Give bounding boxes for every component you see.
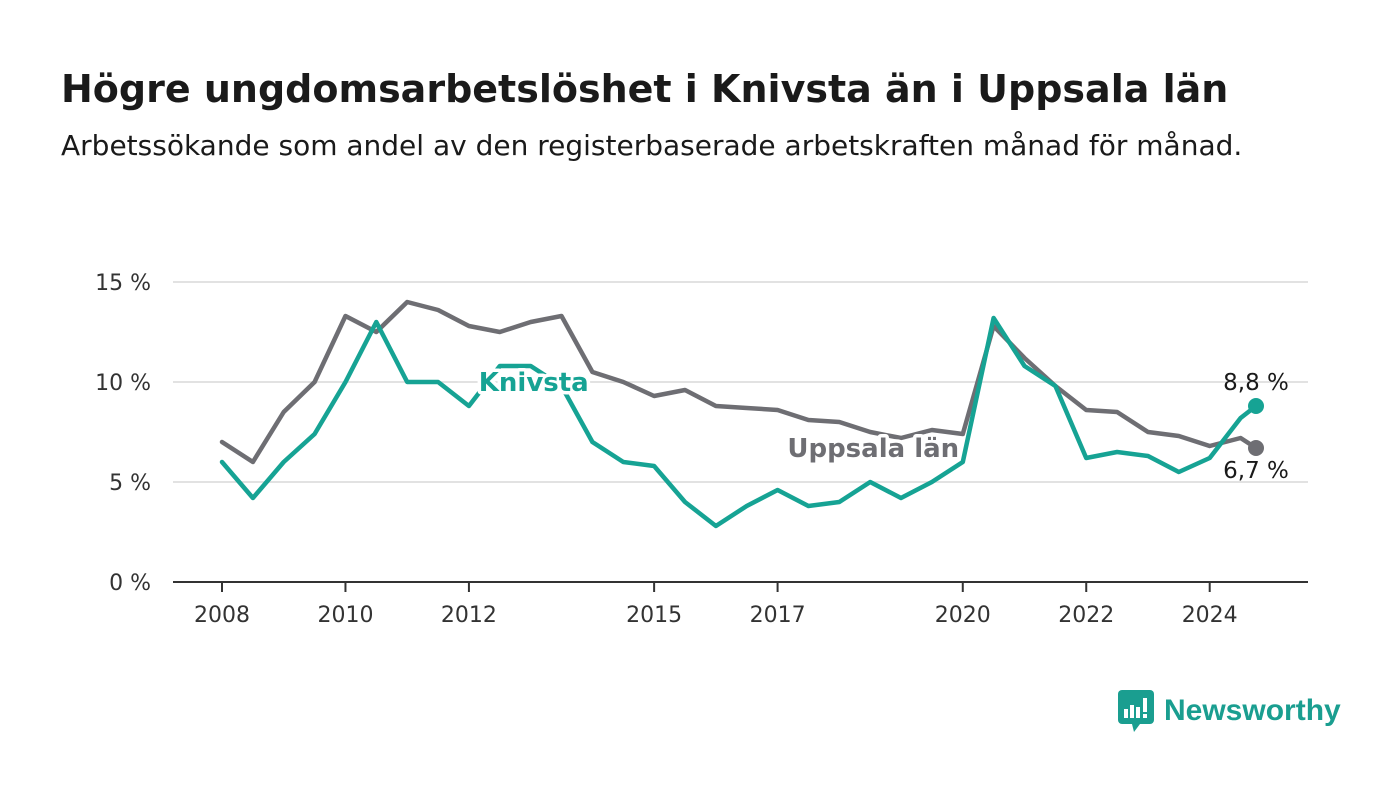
x-tick-label: 2015	[626, 603, 682, 628]
series-end-label: 6,7 %	[1223, 458, 1289, 484]
x-tick-label: 2010	[317, 603, 373, 628]
chart-title: Högre ungdomsarbetslöshet i Knivsta än i…	[61, 67, 1229, 111]
series-name-label: Knivsta	[479, 368, 589, 398]
brand: Newsworthy	[1118, 690, 1341, 732]
x-tick-label: 2008	[194, 603, 250, 628]
y-tick-label: 10 %	[95, 371, 151, 396]
x-tick-label: 2022	[1058, 603, 1114, 628]
series-end-label: 8,8 %	[1223, 370, 1289, 396]
y-tick-label: 5 %	[109, 471, 151, 496]
series-line-knivsta	[219, 315, 1259, 529]
series-end-point	[1248, 398, 1264, 414]
x-tick-label: 2024	[1182, 603, 1238, 628]
brand-name: Newsworthy	[1164, 694, 1341, 727]
x-tick-label: 2012	[441, 603, 497, 628]
series-end-point	[1248, 440, 1264, 456]
y-tick-label: 0 %	[109, 571, 151, 596]
chart-subtitle: Arbetssökande som andel av den registerb…	[61, 129, 1243, 162]
series-name-label: Uppsala län	[787, 434, 959, 464]
newsworthy-logo-icon	[1118, 690, 1154, 732]
y-tick-label: 15 %	[95, 271, 151, 296]
series-line-uppsala-län	[219, 299, 1259, 465]
x-tick-label: 2017	[750, 603, 806, 628]
x-tick-label: 2020	[935, 603, 991, 628]
